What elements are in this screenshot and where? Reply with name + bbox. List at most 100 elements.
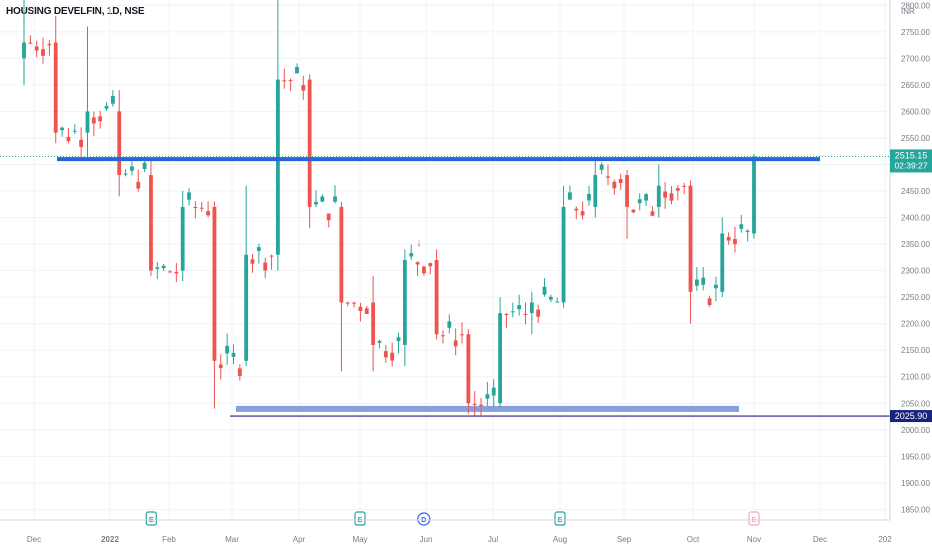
candle-body [733, 238, 737, 245]
candle-body [104, 105, 109, 109]
candle-body [491, 387, 496, 396]
candle-body [682, 185, 687, 187]
candle-body [180, 206, 185, 271]
dividend-marker-icon[interactable]: D [417, 512, 431, 526]
x-tick-label: Apr [293, 535, 306, 544]
candle-body [574, 208, 579, 211]
candle-body [276, 79, 280, 255]
candle-body [498, 313, 502, 404]
candle-body [688, 185, 693, 292]
candle-body [694, 279, 699, 286]
candle-body [91, 117, 96, 124]
candle-body [631, 209, 636, 213]
x-tick-label: May [352, 535, 367, 544]
candle-body [193, 207, 198, 209]
candle-body [263, 262, 268, 271]
y-tick-label: 1950.00 [901, 452, 930, 461]
x-tick-label: Feb [162, 535, 176, 544]
candle-body [485, 394, 490, 399]
candle-body [402, 260, 407, 345]
candle-body [434, 260, 439, 335]
candle-body [536, 309, 541, 317]
candle-body [123, 173, 128, 175]
last-price-value: 2515.15 [895, 150, 928, 160]
candle-body [752, 156, 756, 234]
candle-body [136, 181, 141, 189]
candle-body [174, 272, 179, 274]
candle-body [60, 127, 64, 131]
event-markers[interactable]: E E D E E ↓ [145, 237, 760, 526]
earnings-marker-icon[interactable]: E [554, 511, 566, 526]
candle-body [529, 302, 534, 314]
y-tick-label: 2650.00 [901, 81, 930, 90]
candle-body [110, 95, 115, 104]
candle-body [739, 224, 744, 229]
candle-body [53, 42, 58, 133]
candle-body [225, 345, 230, 354]
earnings-marker-icon[interactable]: E [354, 511, 366, 526]
y-tick-label: 2450.00 [901, 187, 930, 196]
candle-body [625, 175, 629, 207]
candle-body [218, 364, 223, 369]
candle-body [237, 368, 242, 376]
bar-countdown: 02:39:27 [894, 160, 927, 170]
support-zone-layer [236, 405, 739, 412]
candle-body [714, 284, 718, 289]
chart-title: HOUSING DEVELFIN, 1D, NSE [6, 6, 145, 17]
grid [0, 0, 890, 520]
x-tick-label: Sep [617, 535, 632, 544]
y-tick-label: 2100.00 [901, 373, 930, 382]
y-tick-label: 2800.00 [901, 1, 930, 10]
y-tick-label: 1900.00 [901, 479, 930, 488]
candle-body [618, 179, 623, 184]
candle-body [561, 206, 566, 303]
candle-body [168, 271, 172, 273]
candle-body [637, 199, 642, 204]
candle-body [669, 193, 674, 201]
x-tick-label: Oct [687, 535, 700, 544]
candle-body [269, 255, 274, 257]
x-tick-label: Dec [27, 535, 41, 544]
support-price-value: 2025.90 [895, 411, 928, 421]
currency-label: INR [901, 7, 915, 16]
candle-body [41, 49, 45, 56]
levels [0, 155, 890, 417]
candle-body [142, 162, 147, 169]
candle-body [206, 211, 210, 216]
y-tick-label: 2350.00 [901, 240, 930, 249]
candle-body [22, 42, 26, 59]
earnings-marker-icon[interactable]: E [748, 511, 760, 526]
candle-body [472, 403, 477, 405]
candle-body [187, 192, 191, 200]
x-tick-label: Jul [488, 535, 498, 544]
y-tick-label: 2300.00 [901, 267, 930, 276]
candle-body [447, 321, 452, 328]
split-marker-icon[interactable]: ↓ [416, 237, 422, 249]
candle-body [212, 206, 217, 361]
y-tick-label: 2000.00 [901, 426, 930, 435]
candle-body [599, 164, 604, 170]
candle-body [250, 259, 255, 264]
candle-body [650, 211, 655, 216]
candle-body [428, 263, 433, 267]
candle-body [612, 181, 617, 189]
y-tick-label: 2250.00 [901, 293, 930, 302]
candle-body [663, 191, 668, 198]
candle-body [244, 254, 249, 361]
candle-body [510, 311, 515, 313]
candle-body [568, 192, 572, 200]
y-tick-label: 2700.00 [901, 54, 930, 63]
y-tick-label: 2150.00 [901, 346, 930, 355]
x-tick-label: Dec [813, 535, 827, 544]
candle-body [422, 266, 426, 274]
x-tick-label: Nov [747, 535, 761, 544]
candle-body [149, 175, 153, 271]
candle-body [47, 43, 52, 46]
candle-body [295, 66, 299, 74]
candle-body [155, 267, 160, 269]
candle-body [707, 298, 712, 306]
candle-body [345, 302, 350, 304]
earnings-marker-icon[interactable]: E [145, 511, 157, 526]
support-zone[interactable] [236, 405, 739, 412]
